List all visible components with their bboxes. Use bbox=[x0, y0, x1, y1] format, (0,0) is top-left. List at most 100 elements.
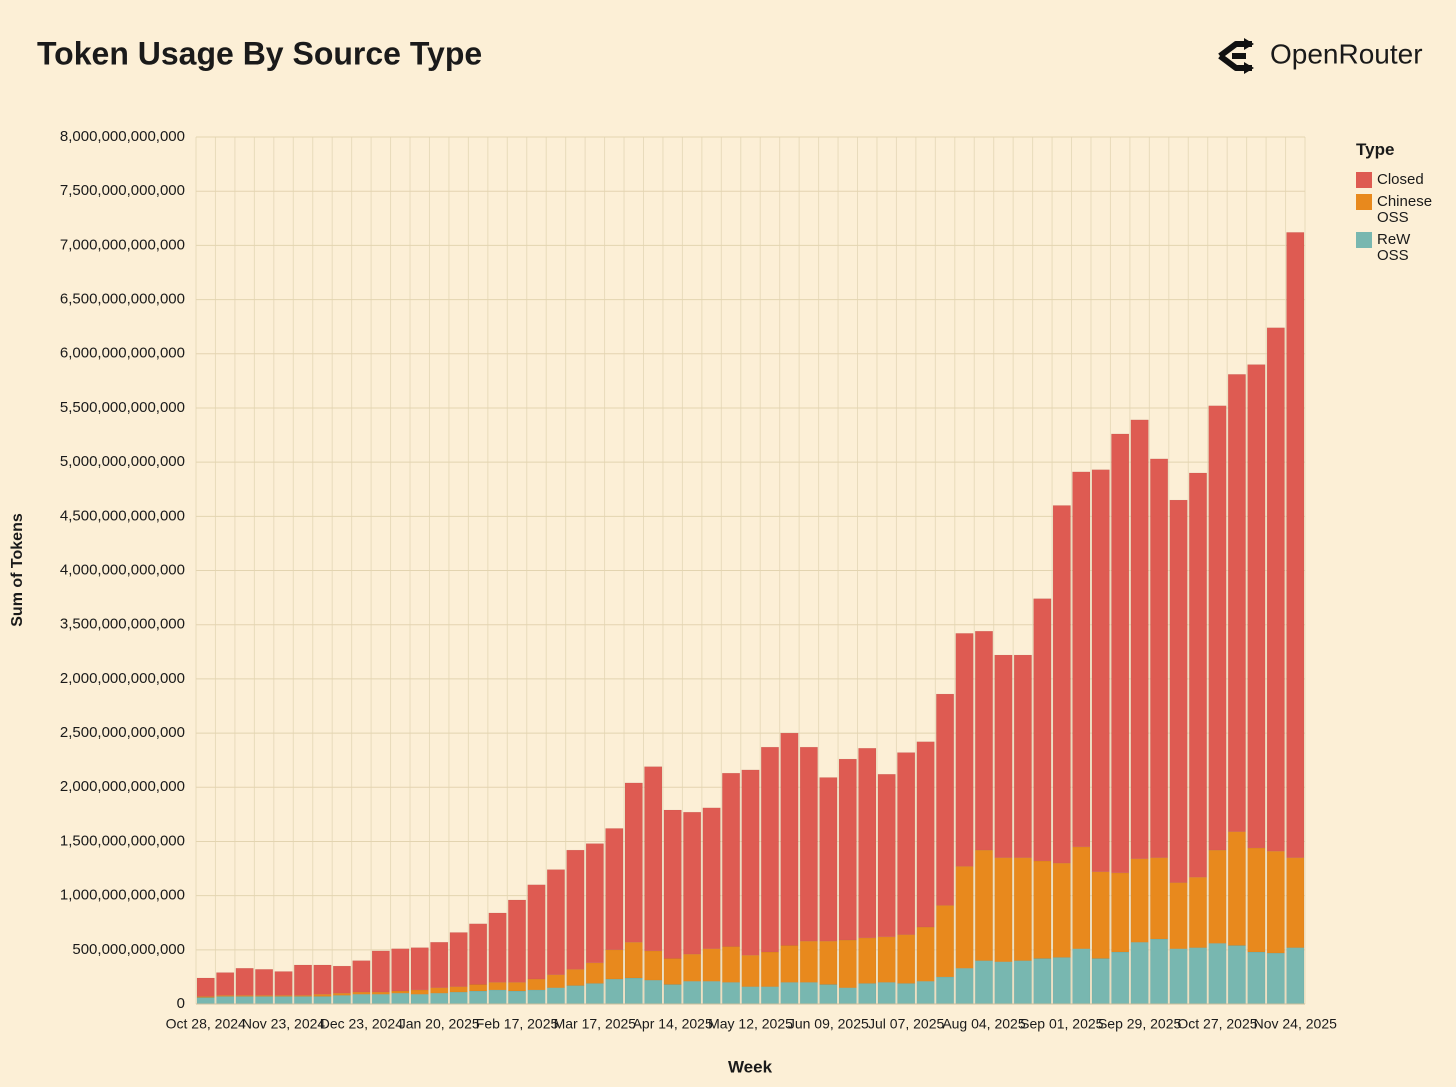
bar-segment bbox=[1150, 857, 1169, 940]
bar-segment bbox=[663, 809, 682, 959]
bar-segment bbox=[1072, 471, 1091, 848]
x-tick-label: Jun 09, 2025 bbox=[788, 1016, 869, 1032]
y-tick-label: 6,000,000,000,000 bbox=[60, 345, 185, 362]
bar-segment bbox=[605, 828, 624, 951]
bar-segment bbox=[1111, 433, 1130, 874]
bar-segment bbox=[936, 905, 955, 978]
brand-name: OpenRouter bbox=[1270, 38, 1423, 69]
x-tick-label: Dec 23, 2024 bbox=[320, 1016, 403, 1032]
bar-segment bbox=[916, 926, 935, 982]
bar-segment bbox=[527, 989, 546, 1005]
bar-segment bbox=[1188, 947, 1207, 1005]
bar-segment bbox=[216, 995, 235, 997]
x-tick-label: Jul 07, 2025 bbox=[868, 1016, 944, 1032]
bar-segment bbox=[449, 991, 468, 1005]
bar-segment bbox=[1111, 872, 1130, 953]
bar-segment bbox=[1188, 472, 1207, 878]
y-tick-label: 0 bbox=[177, 995, 185, 1012]
bar-segment bbox=[974, 960, 993, 1005]
legend-label: Closed bbox=[1377, 171, 1424, 188]
bar-segment bbox=[663, 984, 682, 1005]
bar-segment bbox=[352, 960, 371, 993]
bar-segment bbox=[294, 996, 313, 1005]
brand-logo bbox=[1218, 38, 1254, 74]
bar-segment bbox=[1208, 943, 1227, 1005]
bar-segment bbox=[1013, 960, 1032, 1005]
bar-segment bbox=[449, 932, 468, 987]
y-tick-label: 4,500,000,000,000 bbox=[60, 507, 185, 524]
bar-segment bbox=[605, 949, 624, 980]
bar-segment bbox=[644, 950, 663, 981]
y-tick-label: 7,500,000,000,000 bbox=[60, 182, 185, 199]
bar-segment bbox=[332, 995, 351, 1005]
legend-swatch bbox=[1356, 172, 1372, 188]
x-tick-label: Sep 01, 2025 bbox=[1020, 1016, 1104, 1032]
bar-segment bbox=[722, 982, 741, 1005]
legend-swatch bbox=[1356, 232, 1372, 248]
bar-segment bbox=[683, 953, 702, 982]
y-tick-label: 7,000,000,000,000 bbox=[60, 236, 185, 253]
legend-label: ReW OSS bbox=[1377, 231, 1411, 264]
legend-item: Closed bbox=[1356, 172, 1448, 188]
bar-segment bbox=[1130, 858, 1149, 943]
bar-segment bbox=[1169, 499, 1188, 883]
bar-segment bbox=[1286, 232, 1305, 858]
legend: Type Closed Chinese OSS ReW OSS bbox=[1356, 140, 1448, 270]
bar-segment bbox=[1266, 327, 1285, 852]
bar-segment bbox=[1169, 948, 1188, 1005]
bar-segment bbox=[916, 741, 935, 928]
bar-segment bbox=[585, 843, 604, 964]
bar-segment bbox=[1227, 945, 1246, 1005]
x-tick-label: Oct 27, 2025 bbox=[1177, 1016, 1257, 1032]
bar-segment bbox=[877, 936, 896, 983]
y-tick-label: 6,500,000,000,000 bbox=[60, 291, 185, 308]
bar-segment bbox=[566, 985, 585, 1005]
bar-segment bbox=[819, 984, 838, 1005]
bar-segment bbox=[644, 766, 663, 952]
bar-segment bbox=[352, 991, 371, 995]
bar-segment bbox=[1227, 374, 1246, 832]
bar-segment bbox=[644, 979, 663, 1005]
bar-segment bbox=[877, 773, 896, 938]
bar-segment bbox=[722, 946, 741, 983]
y-tick-label: 1,000,000,000,000 bbox=[60, 887, 185, 904]
bar-segment bbox=[897, 752, 916, 935]
bar-segment bbox=[819, 940, 838, 985]
bar-segment bbox=[1013, 654, 1032, 858]
bar-segment bbox=[430, 941, 449, 988]
bar-segment bbox=[585, 962, 604, 984]
bar-segment bbox=[624, 977, 643, 1005]
bar-segment bbox=[1130, 941, 1149, 1005]
bar-segment bbox=[488, 912, 507, 983]
x-tick-label: May 12, 2025 bbox=[708, 1016, 793, 1032]
bar-segment bbox=[799, 982, 818, 1005]
bar-segment bbox=[1091, 958, 1110, 1005]
bar-segment bbox=[566, 849, 585, 970]
y-axis-title: Sum of Tokens bbox=[9, 513, 26, 627]
bar-segment bbox=[294, 964, 313, 996]
bar-segment bbox=[508, 990, 527, 1005]
bar-segment bbox=[1266, 952, 1285, 1005]
bar-segment bbox=[508, 899, 527, 983]
bar-segment bbox=[430, 987, 449, 994]
bar-segment bbox=[216, 972, 235, 996]
bar-segment bbox=[196, 977, 215, 997]
bar-segment bbox=[371, 993, 390, 1005]
bar-segment bbox=[858, 983, 877, 1005]
legend-label: Chinese OSS bbox=[1377, 193, 1433, 226]
y-tick-label: 4,000,000,000,000 bbox=[60, 561, 185, 578]
bar-segment bbox=[858, 937, 877, 984]
bar-segment bbox=[1033, 958, 1052, 1005]
bar-segment bbox=[332, 992, 351, 996]
y-tick-label: 5,000,000,000,000 bbox=[60, 453, 185, 470]
bar-segment bbox=[1091, 871, 1110, 959]
x-tick-label: Mar 17, 2025 bbox=[554, 1016, 637, 1032]
legend-item: Chinese OSS bbox=[1356, 194, 1448, 226]
bar-segment bbox=[1286, 857, 1305, 948]
bar-segment bbox=[274, 996, 293, 1005]
chart-title: Token Usage By Source Type bbox=[37, 35, 482, 71]
y-tick-label: 5,500,000,000,000 bbox=[60, 399, 185, 416]
x-tick-label: Apr 14, 2025 bbox=[633, 1016, 713, 1032]
bar-segment bbox=[838, 939, 857, 988]
bar-segment bbox=[858, 747, 877, 939]
